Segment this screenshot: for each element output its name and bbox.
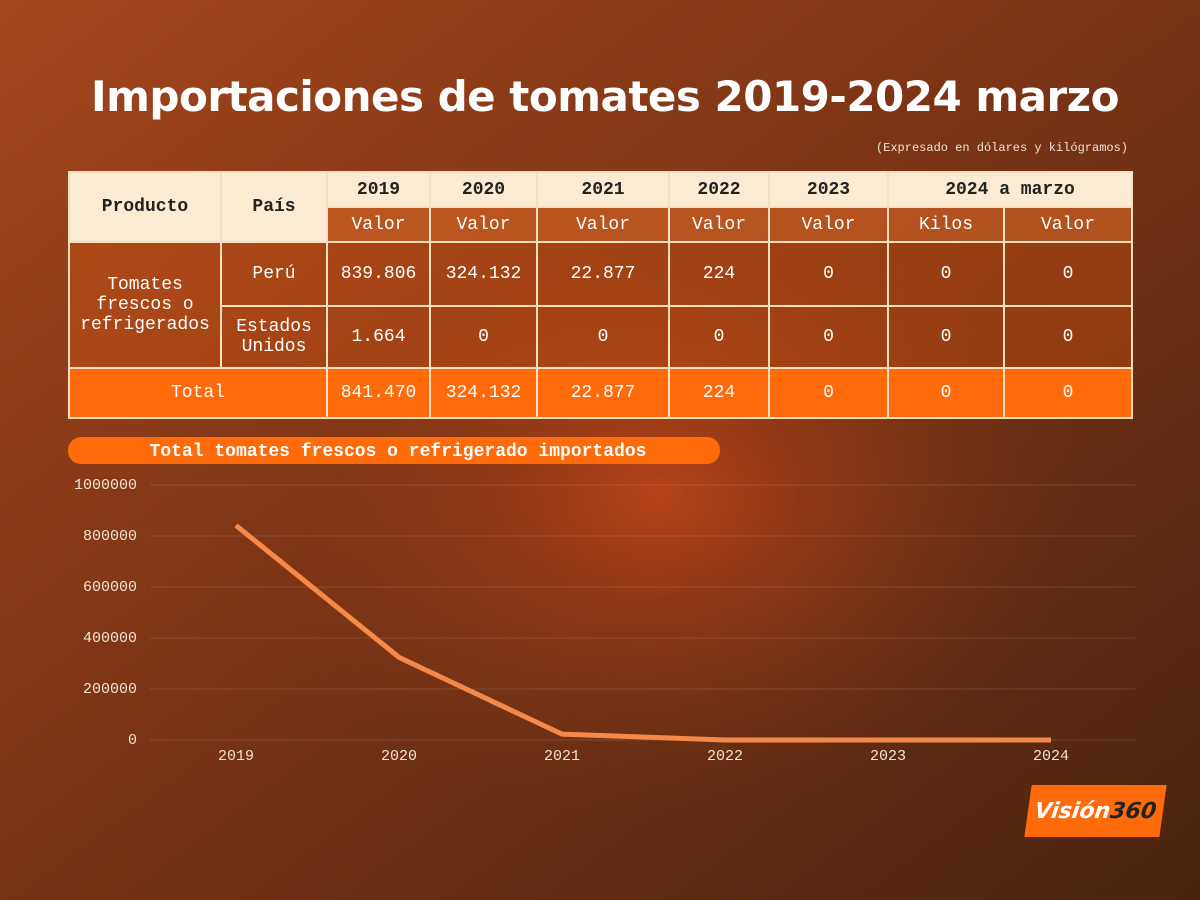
logo-text: Visión [1032, 798, 1113, 824]
subtitle: (Expresado en dólares y kilógramos) [875, 141, 1128, 155]
header-cell: 2020 [429, 171, 538, 208]
value-cell: 0 [768, 241, 889, 307]
total-cell: 324.132 [429, 367, 538, 419]
value-cell: 0 [1003, 305, 1133, 369]
header-cell: 2022 [668, 171, 770, 208]
chart-title-pill [68, 437, 720, 464]
x-tick-label: 2024 [1033, 748, 1069, 765]
y-tick-label: 400000 [83, 630, 137, 647]
value-cell: 0 [1003, 241, 1133, 307]
total-cell: 22.877 [536, 367, 670, 419]
value-cell: 224 [668, 241, 770, 307]
header-cell: País [220, 171, 328, 243]
subheader-cell: Valor [429, 206, 538, 243]
value-cell: 0 [887, 241, 1005, 307]
total-cell: 224 [668, 367, 770, 419]
subheader-cell: Valor [536, 206, 670, 243]
logo: Visión 360 [1024, 785, 1167, 837]
total-label: Total [68, 367, 328, 419]
x-tick-label: 2023 [870, 748, 906, 765]
subheader-cell: Valor [668, 206, 770, 243]
header-cell: Producto [68, 171, 222, 243]
header-cell: 2019 [326, 171, 431, 208]
x-tick-label: 2020 [381, 748, 417, 765]
value-cell: 1.664 [326, 305, 431, 369]
country-cell: Perú [220, 241, 328, 307]
value-cell: 324.132 [429, 241, 538, 307]
value-cell: 0 [668, 305, 770, 369]
x-tick-label: 2022 [707, 748, 743, 765]
total-cell: 841.470 [326, 367, 431, 419]
value-cell: 0 [887, 305, 1005, 369]
subheader-cell: Kilos [887, 206, 1005, 243]
country-cell: Estados Unidos [220, 305, 328, 369]
header-cell: 2021 [536, 171, 670, 208]
y-tick-label: 0 [128, 732, 137, 749]
x-tick-label: 2021 [544, 748, 580, 765]
value-cell: 839.806 [326, 241, 431, 307]
x-tick-label: 2019 [218, 748, 254, 765]
value-cell: 22.877 [536, 241, 670, 307]
total-cell: 0 [1003, 367, 1133, 419]
value-cell: 0 [768, 305, 889, 369]
value-cell: 0 [536, 305, 670, 369]
y-tick-label: 1000000 [74, 477, 137, 494]
y-tick-label: 200000 [83, 681, 137, 698]
table: Producto País 2019 2020 2021 2022 2023 2… [68, 171, 1133, 419]
total-cell: 0 [768, 367, 889, 419]
subheader-cell: Valor [768, 206, 889, 243]
total-cell: 0 [887, 367, 1005, 419]
subheader-cell: Valor [326, 206, 431, 243]
y-tick-label: 800000 [83, 528, 137, 545]
value-cell: 0 [429, 305, 538, 369]
chart-title: Total tomates frescos o refrigerado impo… [150, 442, 647, 462]
logo-number: 360 [1108, 798, 1159, 824]
y-tick-label: 600000 [83, 579, 137, 596]
header-cell: 2024 a marzo [887, 171, 1133, 208]
subheader-cell: Valor [1003, 206, 1133, 243]
line [234, 523, 1051, 743]
product-cell: Tomates frescos o refrigerados [68, 241, 222, 369]
header-cell: 2023 [768, 171, 889, 208]
title: Importaciones de tomates 2019-2024 marzo [91, 72, 1119, 121]
